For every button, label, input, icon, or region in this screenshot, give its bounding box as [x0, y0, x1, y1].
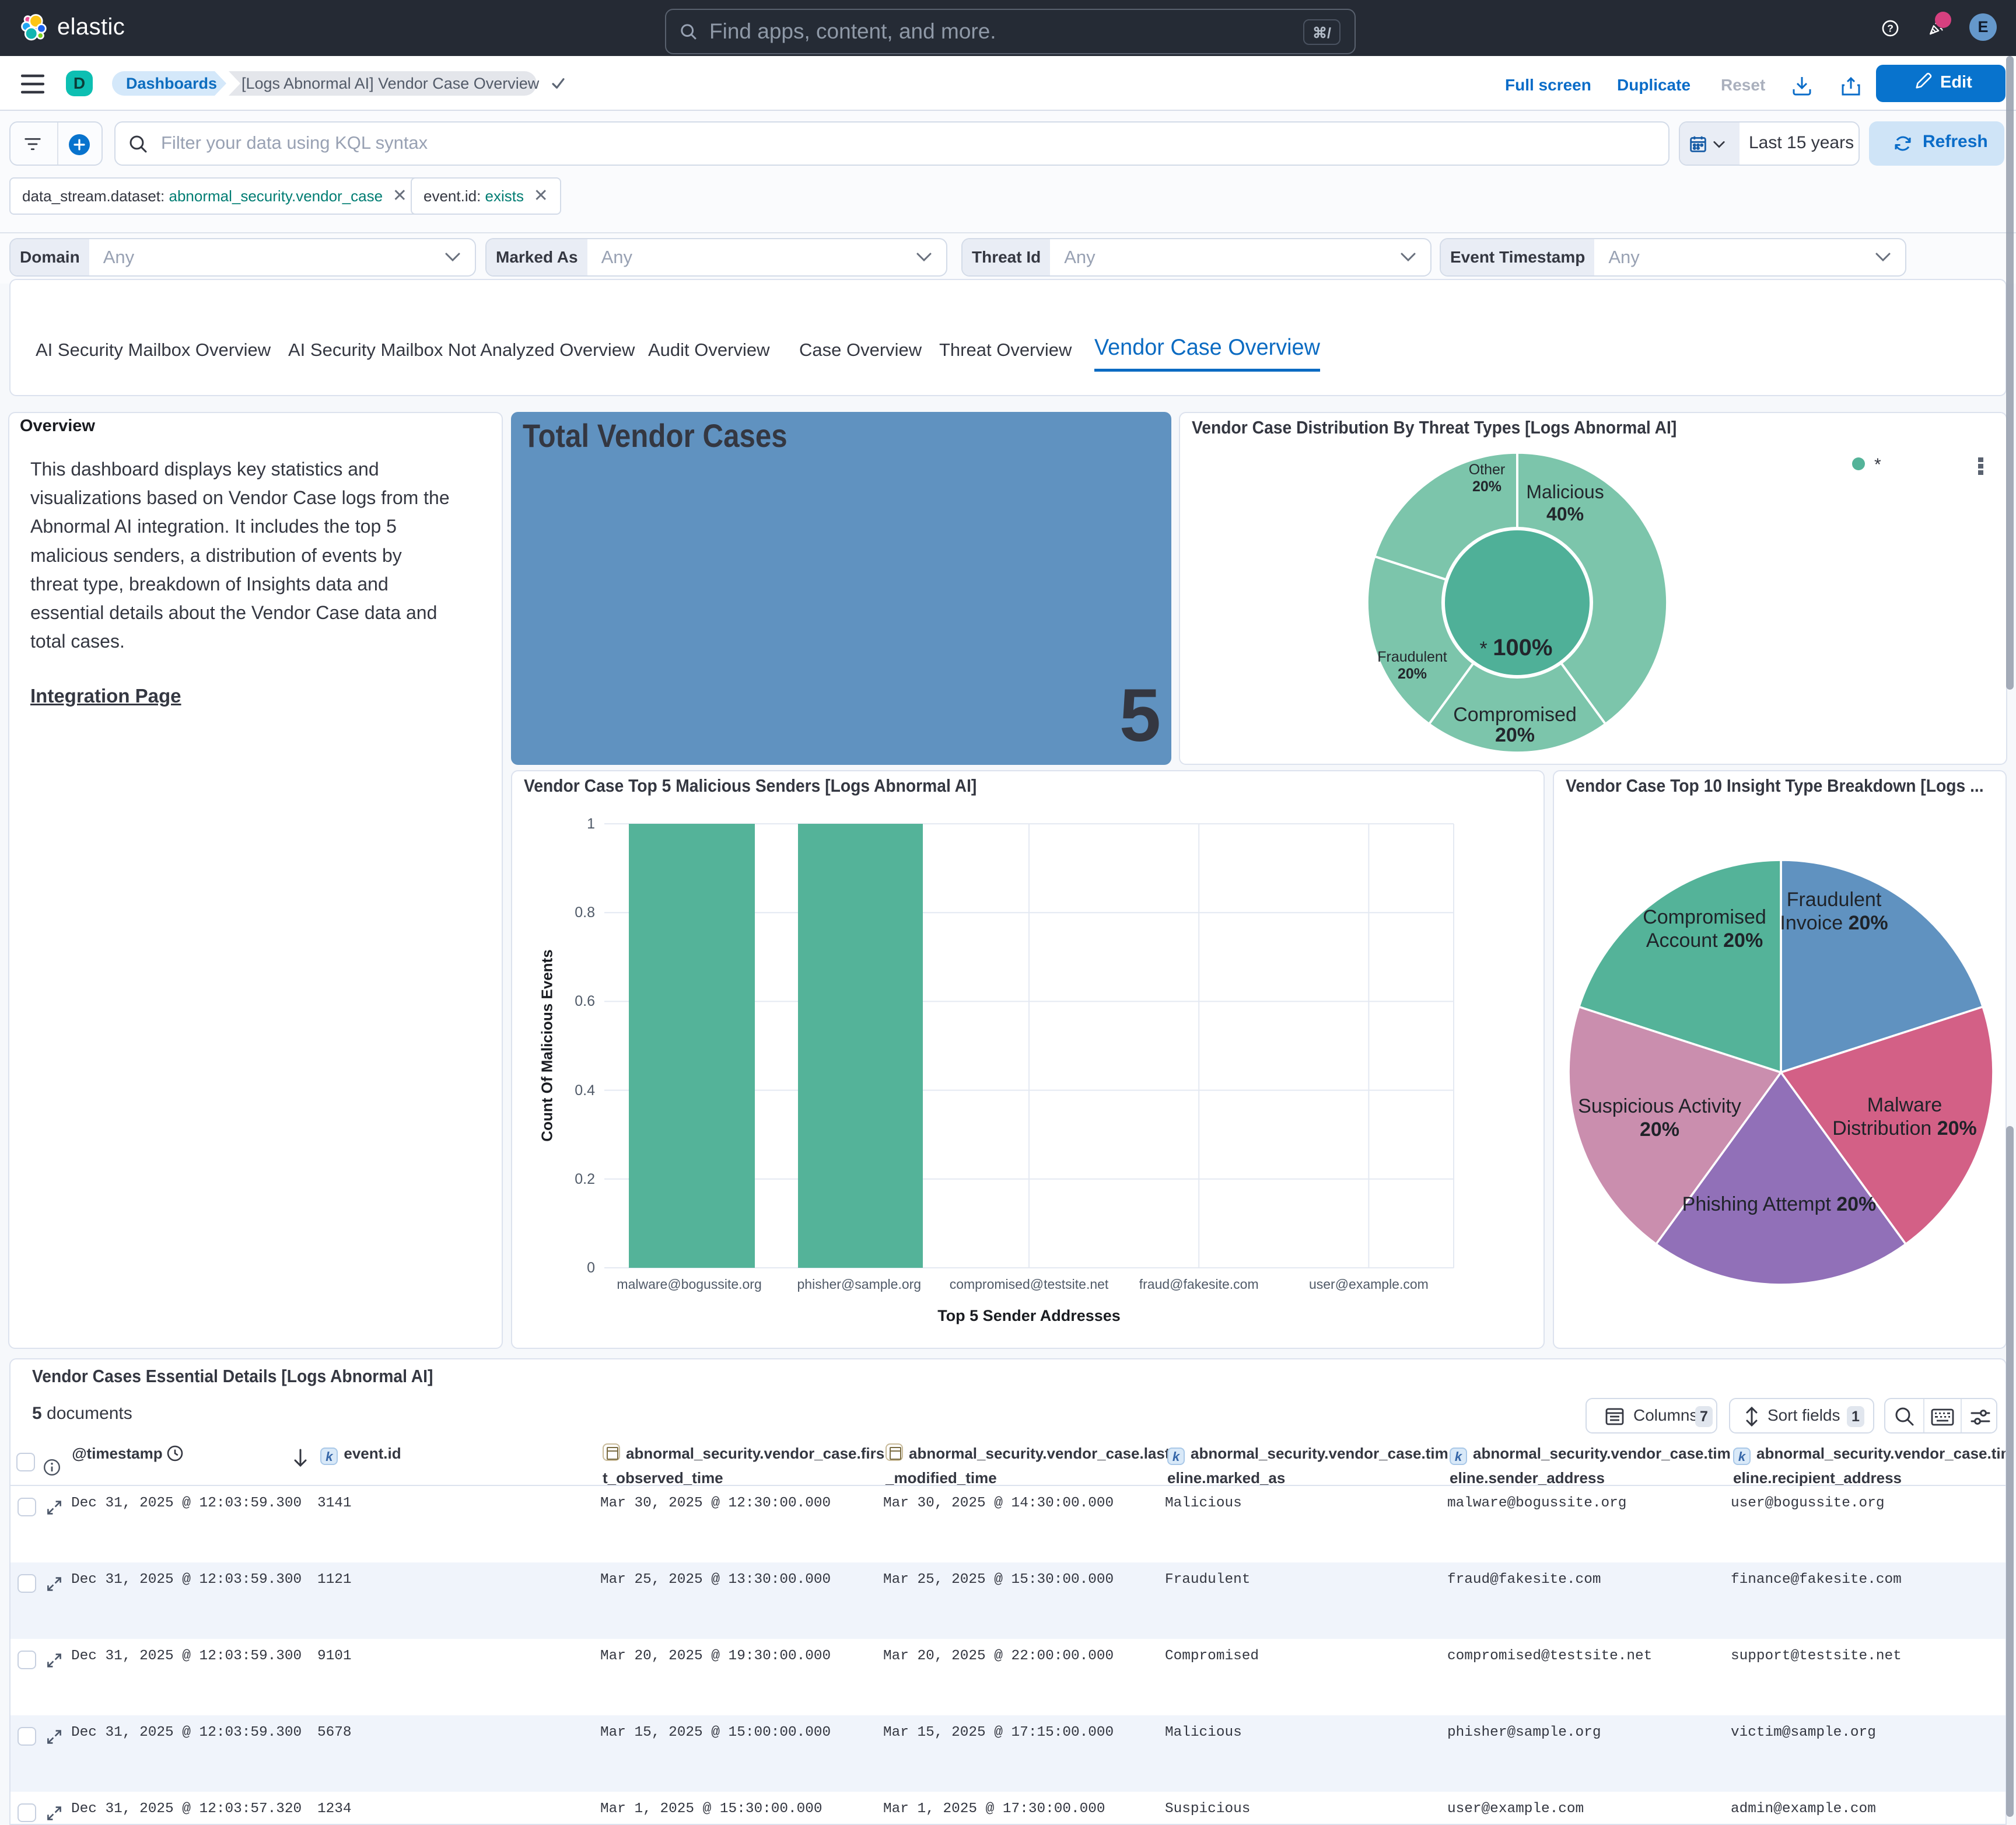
svg-text:?: ?: [1887, 22, 1894, 34]
